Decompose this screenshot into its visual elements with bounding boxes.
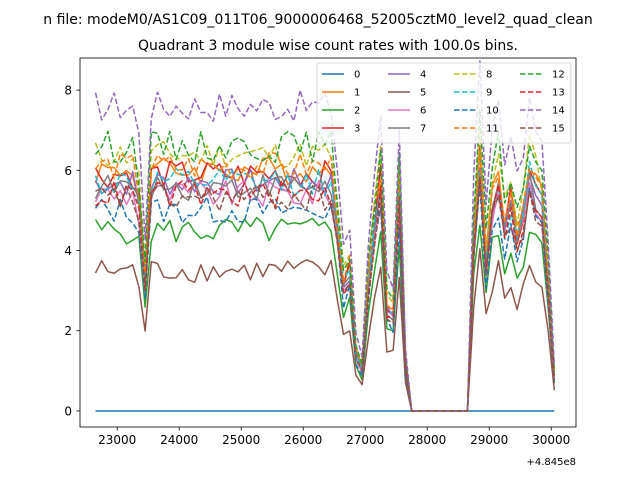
x-tick-label: 30000 (532, 433, 570, 447)
legend-label-14: 14 (552, 106, 565, 117)
y-tick-label: 8 (64, 84, 72, 98)
series-line-15 (95, 176, 556, 412)
series-line-13 (95, 176, 556, 412)
series-line-11 (94, 150, 556, 412)
y-axis-ticks: 0 2 4 6 8 (64, 84, 80, 418)
legend-label-0: 0 (354, 70, 360, 81)
series-line-2 (94, 216, 556, 412)
series-line-5 (94, 248, 556, 412)
x-axis-ticks: 23000 24000 25000 26000 27000 28000 29000 30000 (98, 427, 570, 447)
legend-label-3: 3 (354, 124, 360, 135)
x-tick-label: 24000 (160, 433, 198, 447)
x-tick-label: 26000 (284, 433, 322, 447)
legend-label-15: 15 (552, 124, 565, 135)
series-line-10 (94, 185, 556, 412)
legend-label-13: 13 (552, 88, 565, 99)
legend-label-6: 6 (420, 106, 426, 117)
x-axis-offset: +4.845e8 (526, 457, 576, 468)
legend-label-11: 11 (486, 124, 499, 135)
x-tick-label: 28000 (408, 433, 446, 447)
legend-label-4: 4 (420, 70, 426, 81)
legend-label-9: 9 (486, 88, 492, 99)
x-tick-label: 23000 (98, 433, 136, 447)
x-tick-label: 27000 (346, 433, 384, 447)
chart-title: Quadrant 3 module wise count rates with … (138, 38, 518, 54)
legend-label-10: 10 (486, 106, 499, 117)
series-line-12 (94, 109, 556, 412)
legend-label-12: 12 (552, 70, 565, 81)
legend-label-2: 2 (354, 106, 360, 117)
legend-label-8: 8 (486, 70, 492, 81)
x-tick-label: 29000 (470, 433, 508, 447)
y-tick-label: 0 (64, 404, 72, 418)
figure-suptitle: n file: modeM0/AS1C09_011T06_9000006468_… (43, 12, 592, 28)
legend-frame (316, 62, 572, 144)
x-tick-label: 25000 (222, 433, 260, 447)
legend-label-7: 7 (420, 124, 426, 135)
legend-label-1: 1 (354, 88, 360, 99)
axes-frame (79, 57, 577, 428)
y-tick-label: 2 (64, 324, 72, 338)
y-tick-label: 6 (64, 164, 72, 178)
legend-label-5: 5 (420, 88, 426, 99)
y-tick-label: 4 (64, 244, 72, 258)
